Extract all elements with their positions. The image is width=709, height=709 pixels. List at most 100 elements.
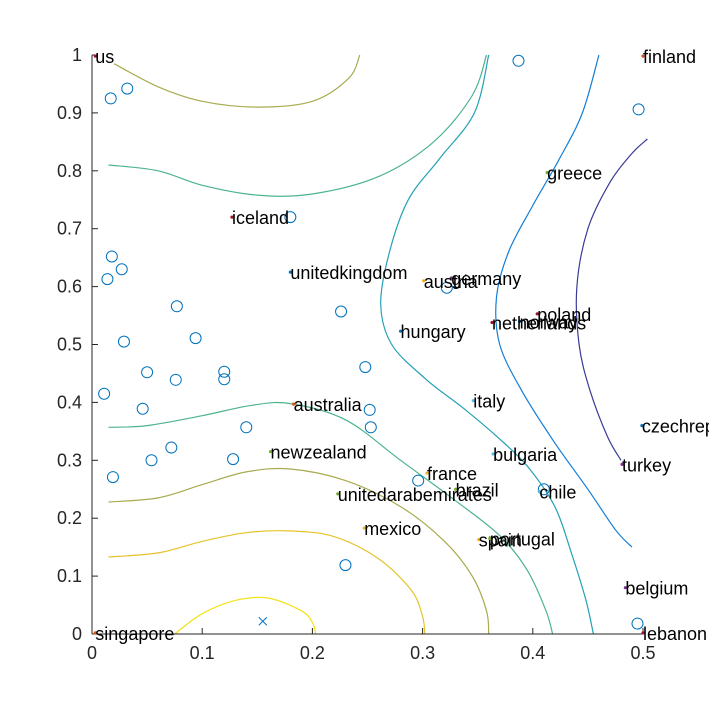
circle-marker: [141, 366, 154, 379]
y-tick-label: 0.8: [57, 161, 82, 181]
contour-line: [380, 54, 594, 635]
x-tick-label: 0.3: [410, 643, 435, 663]
country-point: [422, 279, 426, 283]
y-tick-label: 0.3: [57, 450, 82, 470]
circle-marker: [284, 211, 297, 224]
y-tick-label: 0.7: [57, 219, 82, 239]
country-label: norway: [520, 312, 578, 332]
country-point: [230, 215, 234, 219]
circle-marker: [537, 483, 550, 496]
y-tick-label: 0.1: [57, 566, 82, 586]
x-tick-label: 0.4: [520, 643, 545, 663]
circle-marker: [104, 92, 117, 105]
country-label: germany: [451, 269, 521, 289]
circle-marker: [115, 263, 128, 276]
country-point: [449, 276, 453, 280]
country-label: newzealand: [271, 443, 367, 463]
circle-marker: [440, 281, 453, 294]
country-label: australia: [294, 395, 363, 415]
country-label: mexico: [364, 519, 421, 539]
y-tick-label: 0.6: [57, 277, 82, 297]
circle-marker: [218, 365, 231, 378]
circle-marker: [105, 250, 118, 263]
circle-marker: [170, 300, 183, 313]
country-label: greece: [547, 164, 602, 184]
y-tick-label: 0.2: [57, 508, 82, 528]
circle-marker: [165, 441, 178, 454]
circle-marker: [364, 421, 377, 434]
country-point: [454, 487, 458, 491]
circle-marker: [227, 453, 240, 466]
circle-marker: [121, 82, 134, 95]
circle-marker: [117, 335, 130, 348]
country-label: hungary: [401, 322, 466, 342]
cross-stroke: [258, 616, 268, 626]
country-point: [471, 399, 475, 403]
country-point: [491, 452, 495, 456]
country-point: [545, 170, 549, 175]
country-labels: us finland greece iceland unitedkingdom germa…: [93, 47, 709, 644]
circle-marker: [218, 373, 231, 386]
country-point: [477, 538, 481, 542]
country-label: lebanon: [643, 624, 707, 644]
circle-marker: [136, 402, 149, 415]
circle-marker: [632, 103, 645, 116]
country-label: iceland: [232, 208, 289, 228]
country-label: austria: [424, 272, 479, 292]
country-point: [623, 586, 627, 590]
country-point: [640, 423, 644, 428]
country-label: chile: [539, 483, 576, 503]
circle-marker: [106, 471, 119, 484]
x-tick-label: 0.5: [630, 643, 655, 663]
country-point: [490, 320, 494, 325]
country-label: netherlands: [492, 313, 586, 333]
axes: 0 0.1 0.2 0.3 0.4 0.5 0 0.1 0.2 0.3 0.4 0.5 0.6 0.7 0.…: [57, 45, 656, 663]
contour-line: [108, 467, 490, 635]
country-label: unitedarabemirates: [338, 485, 492, 505]
circle-marker: [339, 559, 352, 572]
y-tick-label: 0.5: [57, 335, 82, 355]
country-label: italy: [473, 392, 505, 412]
country-label: spain: [479, 531, 522, 551]
circle-marker: [101, 273, 114, 286]
y-tick-label: 0: [72, 624, 82, 644]
country-point: [641, 54, 645, 58]
country-label: us: [95, 47, 114, 67]
circle-marker: [359, 361, 372, 374]
circle-marker: [631, 617, 644, 630]
country-label: poland: [537, 305, 591, 325]
country-point: [425, 471, 429, 475]
country-point: [517, 319, 522, 323]
contour-lines: [108, 54, 648, 635]
x-tick-label: 0.1: [190, 643, 215, 663]
country-point: [398, 329, 403, 333]
circle-marker: [363, 403, 376, 416]
y-tick-label: 0.4: [57, 392, 82, 412]
circle-marker: [240, 421, 253, 434]
circle-marker: [169, 373, 182, 386]
y-tick-label: 0.9: [57, 103, 82, 123]
country-point: [336, 492, 340, 496]
circle-marker: [145, 454, 158, 467]
country-label: france: [427, 464, 477, 484]
country-point: [535, 312, 539, 316]
country-label: singapore: [95, 624, 174, 644]
circle-marker: [335, 305, 348, 318]
country-point: [93, 631, 97, 635]
country-point: [641, 631, 645, 635]
x-tick-label: 0: [87, 643, 97, 663]
circle-marker: [412, 474, 425, 487]
circle-marker: [189, 332, 202, 345]
markers: [98, 54, 645, 630]
y-tick-label: 1: [72, 45, 82, 65]
country-point: [93, 54, 97, 58]
country-label: unitedkingdom: [290, 263, 407, 283]
country-point: [620, 462, 624, 466]
circle-marker: [512, 54, 525, 67]
cross-marker: [258, 616, 268, 626]
country-point: [292, 402, 296, 406]
country-label: brazil: [456, 480, 499, 500]
circle-marker: [98, 387, 111, 400]
country-point: [488, 536, 492, 541]
